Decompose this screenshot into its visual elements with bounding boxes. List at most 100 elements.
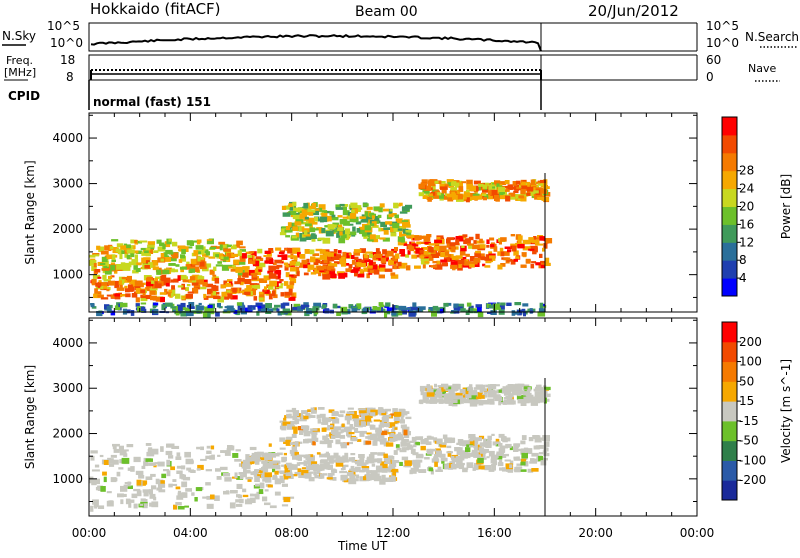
velocity-cell (371, 463, 376, 467)
velocity-cell (347, 441, 353, 445)
velocity-cell (321, 421, 328, 425)
velocity-cell (103, 476, 107, 483)
velocity-cell (497, 398, 503, 401)
velocity-cell (527, 468, 534, 473)
power-cell (292, 201, 297, 207)
power-cell (469, 194, 474, 201)
power-cell (287, 255, 296, 258)
power-cell (474, 257, 481, 263)
power-cell (244, 291, 250, 295)
velocity-cell (462, 440, 470, 446)
velocity-cell (357, 420, 361, 423)
power-cell (99, 263, 106, 265)
power-cell (468, 307, 474, 314)
power-cell (526, 186, 534, 192)
power-cell (366, 206, 373, 210)
power-cell (180, 256, 186, 262)
power-cell (101, 256, 108, 263)
velocity-cell (120, 493, 127, 497)
power-cell (196, 279, 204, 285)
power-cell (178, 259, 183, 263)
power-cell (189, 267, 195, 273)
velocity-cell (431, 458, 440, 463)
velocity-cell (465, 394, 472, 399)
power-cell (441, 189, 447, 194)
velocity-cell (329, 419, 337, 422)
velocity-cell (112, 445, 117, 450)
velocity-cell (215, 468, 221, 472)
power-cell (140, 294, 147, 299)
velocity-cell (284, 476, 289, 480)
power-cell (248, 259, 253, 264)
power-cell (337, 227, 344, 232)
velocity-cell (479, 388, 484, 393)
power-cell (355, 207, 363, 210)
velocity-cell (346, 471, 352, 477)
power-cell (422, 264, 426, 269)
power-cell (450, 264, 458, 269)
velocity-cell (323, 461, 330, 467)
power-cell (373, 206, 381, 211)
power-cell (141, 257, 146, 264)
power-cell (453, 303, 459, 309)
power-cell (95, 282, 102, 287)
power-cell (114, 294, 121, 300)
velocity-cell (243, 463, 251, 469)
power-cell (351, 259, 356, 265)
velocity-cell (176, 495, 184, 500)
velocity-cell (531, 468, 539, 472)
power-cell (336, 232, 341, 238)
power-cell (132, 270, 139, 274)
velocity-cell (487, 394, 496, 398)
time-tick-label: 00:00 (680, 526, 715, 540)
velocity-cell (392, 471, 397, 477)
velocity-cell (412, 444, 417, 448)
power-cell (258, 267, 263, 272)
power-cell (411, 254, 417, 259)
velocity-cell (391, 460, 400, 464)
velocity-cell (455, 463, 462, 469)
velocity-cell (235, 499, 240, 503)
power-cell (276, 308, 280, 312)
velocity-cell (337, 457, 345, 463)
velocity-cell (392, 408, 398, 415)
velocity-cell (291, 433, 297, 438)
power-cell (339, 256, 346, 263)
velocity-cell (355, 421, 360, 428)
power-cell (235, 244, 240, 248)
velocity-cell (430, 469, 434, 475)
velocity-cell (343, 478, 351, 483)
velocity-cell (442, 434, 448, 439)
power-cell (255, 302, 263, 307)
velocity-cell (258, 489, 264, 494)
power-cell (463, 239, 471, 245)
power-cell (235, 266, 243, 273)
power-cell (332, 256, 340, 260)
velocity-cell (428, 467, 434, 472)
velocity-cell (516, 463, 523, 466)
station-title: Hokkaido (fitACF) (90, 0, 221, 18)
power-cell (140, 295, 148, 302)
power-cell (191, 240, 199, 243)
power-cell (268, 273, 277, 279)
velocity-cell (283, 497, 291, 503)
velocity-cell (306, 471, 314, 474)
power-cell (126, 309, 131, 314)
power-cell (431, 265, 438, 268)
velocity-cell (361, 431, 365, 436)
power-cell (182, 279, 189, 283)
power-cell (379, 237, 386, 240)
velocity-cell (288, 413, 292, 418)
power-cell (130, 251, 135, 258)
velocity-cell (297, 441, 303, 444)
velocity-cell (90, 450, 98, 454)
velocity-cell (474, 400, 478, 405)
power-cell (324, 251, 329, 257)
velocity-colorbar-segment (722, 322, 737, 343)
power-cell (386, 307, 395, 312)
power-cell (401, 220, 409, 224)
velocity-cell (190, 460, 194, 464)
velocity-cell (393, 450, 398, 455)
power-cell (418, 183, 426, 189)
power-cell (536, 187, 545, 194)
